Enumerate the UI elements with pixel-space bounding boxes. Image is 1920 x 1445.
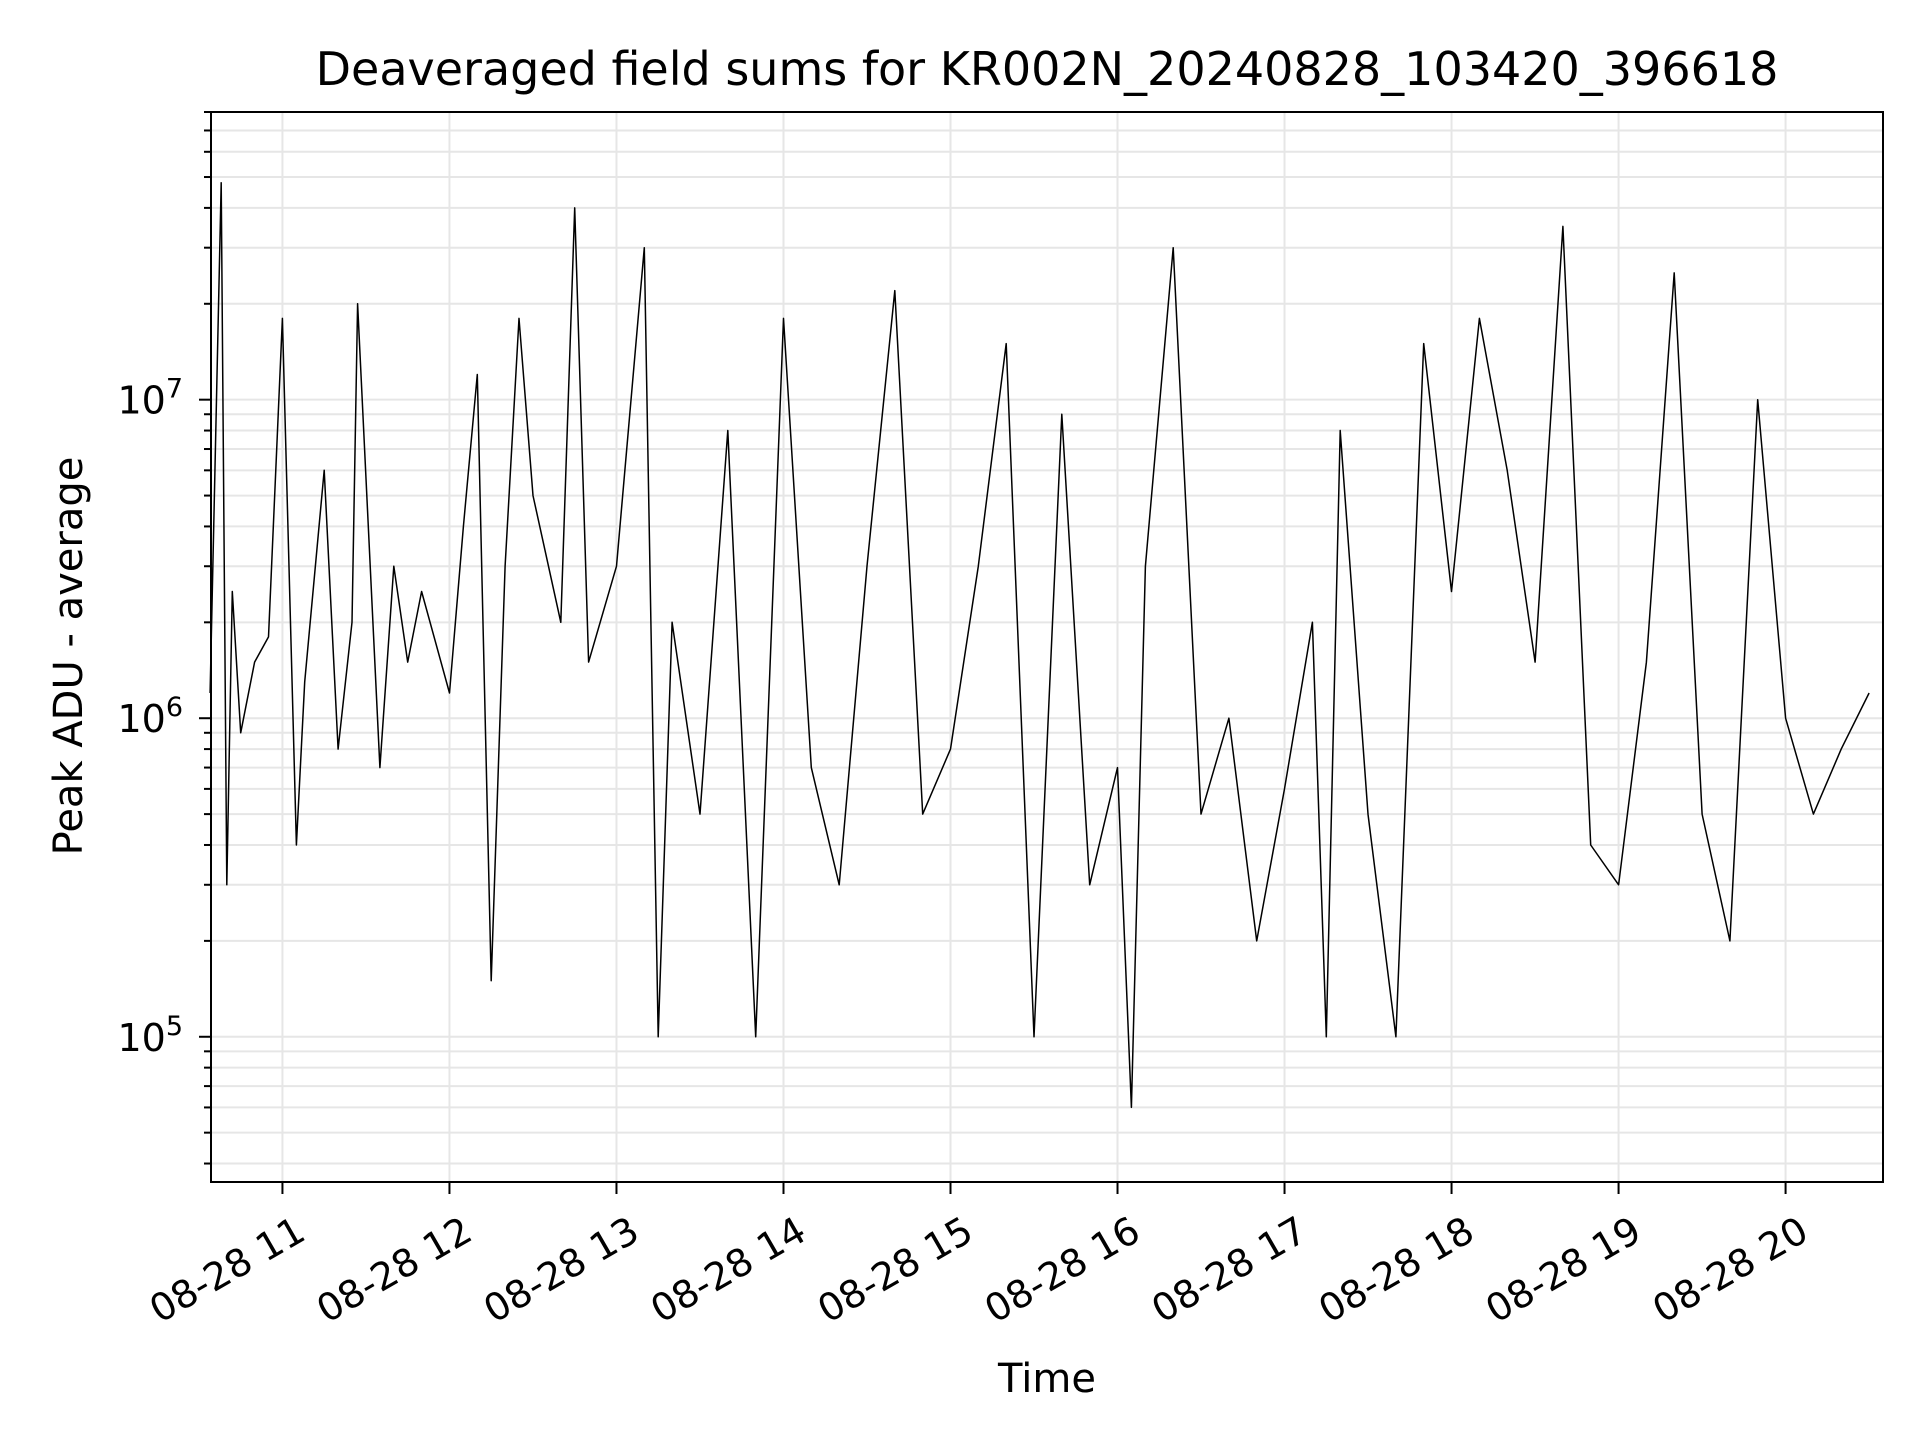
data-layer [209, 181, 1870, 1109]
y-tick-label-base: 10 [117, 1016, 165, 1060]
plot-frame [210, 111, 1884, 1183]
y-tick-label-base: 10 [117, 697, 165, 741]
y-tick-label-exponent: 6 [166, 692, 183, 723]
x-axis-label: Time [997, 1356, 1096, 1402]
series-line [209, 181, 1870, 1109]
y-tick-label-exponent: 5 [166, 1011, 183, 1042]
y-axis-label: Peak ADU - average [46, 457, 92, 856]
y-tick-label: 107 [117, 374, 183, 423]
chart-title: Deaveraged field sums for KR002N_2024082… [316, 42, 1779, 96]
y-tick-label: 106 [117, 692, 183, 741]
grid-layer [211, 111, 1883, 1182]
y-tick-label-base: 10 [117, 379, 165, 423]
y-tick-label: 105 [117, 1011, 183, 1060]
y-tick-label-exponent: 7 [166, 374, 183, 405]
